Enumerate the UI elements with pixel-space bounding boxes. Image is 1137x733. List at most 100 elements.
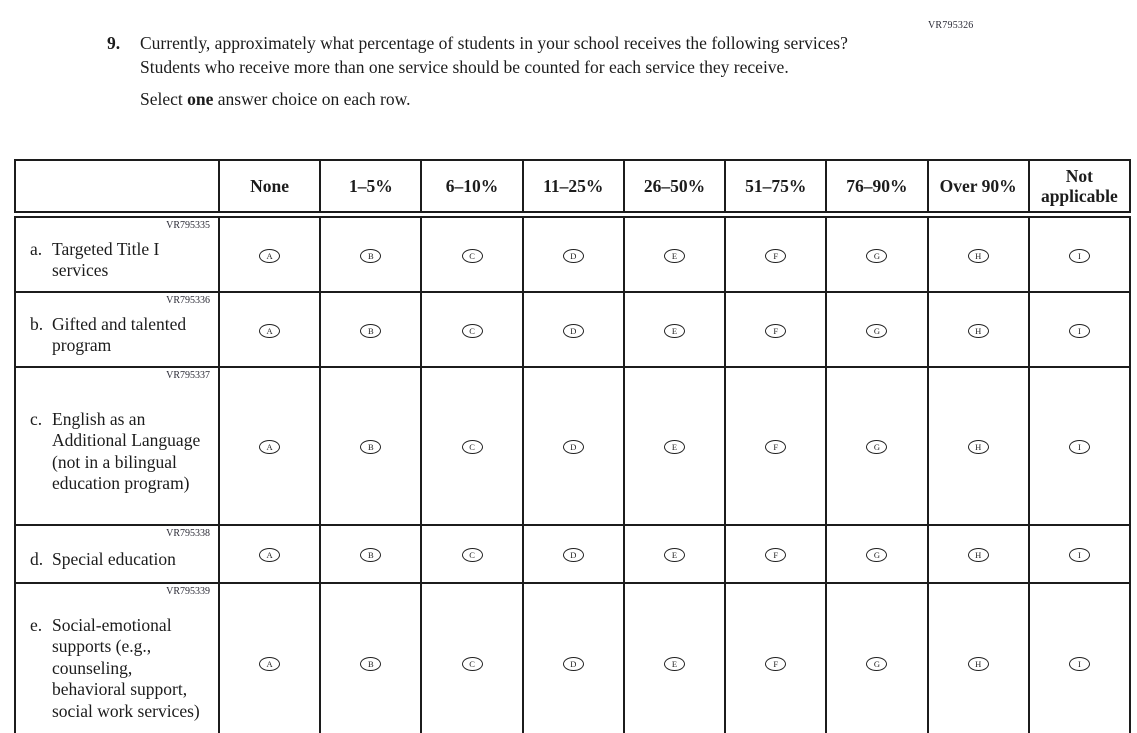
answer-bubble-c-a[interactable]: A bbox=[259, 440, 281, 455]
answer-bubble-e-g[interactable]: G bbox=[866, 657, 888, 672]
answer-cell: H bbox=[926, 213, 1030, 293]
row-letter: d. bbox=[30, 548, 44, 569]
answer-bubble-b-i[interactable]: I bbox=[1068, 323, 1090, 338]
answer-bubble-d-e[interactable]: E bbox=[663, 548, 685, 563]
select-instruction: Select one answer choice on each row. bbox=[140, 88, 885, 112]
answer-bubble-b-h[interactable]: H bbox=[967, 323, 989, 338]
answer-bubble-e-c[interactable]: C bbox=[461, 657, 483, 672]
answer-cell: C bbox=[420, 582, 524, 733]
column-header-1-5: 1–5% bbox=[319, 159, 423, 218]
table-row: VR795335 a. Targeted Title I services A B C D E… bbox=[14, 213, 1132, 293]
answer-bubble-a-i[interactable]: I bbox=[1068, 248, 1090, 263]
answer-bubble-e-a[interactable]: A bbox=[259, 657, 281, 672]
answer-bubble-b-f[interactable]: F bbox=[765, 323, 787, 338]
answer-bubble-e-d[interactable]: D bbox=[562, 657, 584, 672]
answer-bubble-a-b[interactable]: B bbox=[360, 248, 382, 263]
answer-bubble-a-c[interactable]: C bbox=[461, 248, 483, 263]
column-header-6-10: 6–10% bbox=[420, 159, 524, 218]
answer-bubble-e-i[interactable]: I bbox=[1068, 657, 1090, 672]
answer-bubble-a-g[interactable]: G bbox=[866, 248, 888, 263]
question-number: 9. bbox=[107, 33, 121, 53]
answer-bubble-c-g[interactable]: G bbox=[866, 440, 888, 455]
column-header-not-applicable: Not applicable bbox=[1027, 159, 1132, 218]
answer-bubble-b-g[interactable]: G bbox=[866, 323, 888, 338]
answer-bubble-c-c[interactable]: C bbox=[461, 440, 483, 455]
answer-bubble-a-a[interactable]: A bbox=[259, 248, 281, 263]
answer-cell: I bbox=[1027, 524, 1132, 584]
answer-bubble-b-d[interactable]: D bbox=[562, 323, 584, 338]
answer-cell: E bbox=[622, 582, 727, 733]
answer-bubble-e-e[interactable]: E bbox=[663, 657, 685, 672]
row-label: Special education bbox=[52, 548, 176, 569]
header-row: None 1–5% 6–10% 11–25% 26–50% 51–75% 76–… bbox=[14, 159, 1132, 218]
answer-cell: B bbox=[319, 291, 423, 368]
table-row: VR795338 d. Special education A B C D E F G H I bbox=[14, 524, 1132, 584]
answer-bubble-d-i[interactable]: I bbox=[1068, 548, 1090, 563]
answer-bubble-d-h[interactable]: H bbox=[967, 548, 989, 563]
answer-bubble-a-e[interactable]: E bbox=[663, 248, 685, 263]
answer-bubble-c-b[interactable]: B bbox=[360, 440, 382, 455]
answer-bubble-c-f[interactable]: F bbox=[765, 440, 787, 455]
question-block: 9. Currently, approximately what percent… bbox=[107, 32, 885, 112]
answer-bubble-c-i[interactable]: I bbox=[1068, 440, 1090, 455]
answer-cell: D bbox=[521, 213, 625, 293]
row-label: Gifted and talented program bbox=[52, 313, 187, 356]
answer-bubble-e-f[interactable]: F bbox=[765, 657, 787, 672]
answer-cell: H bbox=[926, 582, 1030, 733]
answer-bubble-b-c[interactable]: C bbox=[461, 323, 483, 338]
answer-cell: B bbox=[319, 524, 423, 584]
answer-cell: G bbox=[825, 213, 929, 293]
question-body: Currently, approximately what percentage… bbox=[140, 32, 885, 112]
answer-cell: E bbox=[622, 291, 727, 368]
table-row: VR795339 e. Social-emotional supports (e.g… bbox=[14, 582, 1132, 733]
answer-bubble-b-a[interactable]: A bbox=[259, 323, 281, 338]
answer-bubble-a-d[interactable]: D bbox=[562, 248, 584, 263]
answer-cell: G bbox=[825, 582, 929, 733]
answer-cell: G bbox=[825, 366, 929, 526]
answer-bubble-b-b[interactable]: B bbox=[360, 323, 382, 338]
row-letter: b. bbox=[30, 313, 44, 334]
row-letter: e. bbox=[30, 614, 43, 635]
answer-cell: I bbox=[1027, 291, 1132, 368]
answer-bubble-a-h[interactable]: H bbox=[967, 248, 989, 263]
answer-cell: C bbox=[420, 524, 524, 584]
answer-bubble-b-e[interactable]: E bbox=[663, 323, 685, 338]
answer-bubble-d-d[interactable]: D bbox=[562, 548, 584, 563]
answer-cell: B bbox=[319, 366, 423, 526]
answer-bubble-d-c[interactable]: C bbox=[461, 548, 483, 563]
answer-cell: H bbox=[926, 366, 1030, 526]
answer-bubble-d-g[interactable]: G bbox=[866, 548, 888, 563]
answer-cell: A bbox=[217, 213, 322, 293]
answer-cell: H bbox=[926, 291, 1030, 368]
answer-cell: G bbox=[825, 524, 929, 584]
column-header-11-25: 11–25% bbox=[521, 159, 625, 218]
answer-bubble-c-e[interactable]: E bbox=[663, 440, 685, 455]
answer-bubble-a-f[interactable]: F bbox=[765, 248, 787, 263]
survey-table-wrap: None 1–5% 6–10% 11–25% 26–50% 51–75% 76–… bbox=[14, 159, 1132, 733]
answer-cell: I bbox=[1027, 213, 1132, 293]
table-body: VR795335 a. Targeted Title I services A B C D E… bbox=[14, 213, 1132, 733]
answer-bubble-d-b[interactable]: B bbox=[360, 548, 382, 563]
table-row: VR795337 c. English as an Additional Langu… bbox=[14, 366, 1132, 526]
answer-cell: C bbox=[420, 291, 524, 368]
form-code: VR795326 bbox=[928, 20, 974, 31]
row-letter: a. bbox=[30, 238, 43, 259]
answer-bubble-c-h[interactable]: H bbox=[967, 440, 989, 455]
row-label-cell: VR795336 b. Gifted and talented program bbox=[14, 291, 220, 368]
answer-bubble-e-b[interactable]: B bbox=[360, 657, 382, 672]
answer-bubble-c-d[interactable]: D bbox=[562, 440, 584, 455]
answer-cell: E bbox=[622, 524, 727, 584]
select-instruction-bold: one bbox=[187, 89, 214, 109]
answer-bubble-e-h[interactable]: H bbox=[967, 657, 989, 672]
row-label: Targeted Title I services bbox=[52, 238, 160, 281]
answer-cell: A bbox=[217, 524, 322, 584]
row-label-cell: VR795335 a. Targeted Title I services bbox=[14, 213, 220, 293]
answer-cell: A bbox=[217, 366, 322, 526]
answer-cell: D bbox=[521, 582, 625, 733]
answer-bubble-d-a[interactable]: A bbox=[259, 548, 281, 563]
answer-cell: F bbox=[724, 582, 828, 733]
answer-cell: I bbox=[1027, 582, 1132, 733]
answer-bubble-d-f[interactable]: F bbox=[765, 548, 787, 563]
row-letter: c. bbox=[30, 408, 43, 429]
answer-cell: B bbox=[319, 582, 423, 733]
